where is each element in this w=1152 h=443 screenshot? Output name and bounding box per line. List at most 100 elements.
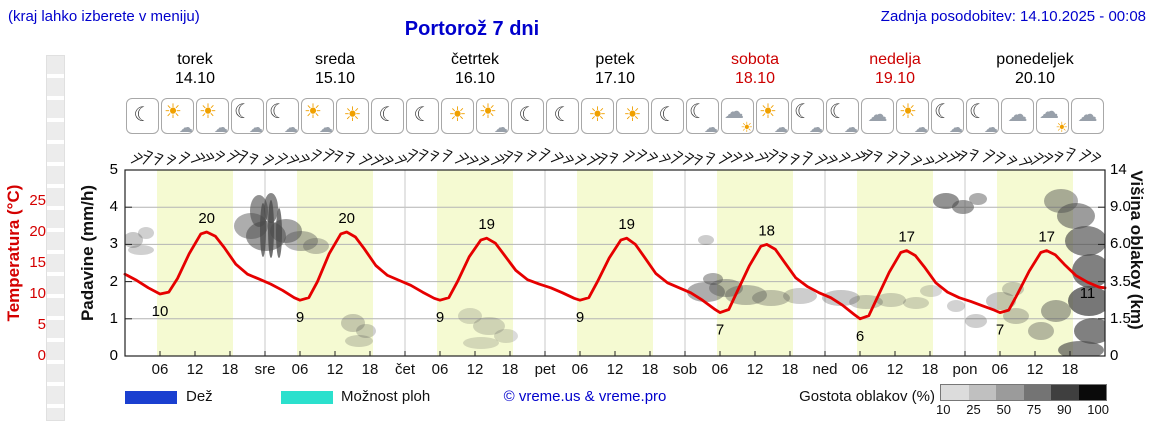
wind-barb (982, 149, 996, 163)
axis-tick: 25 (29, 192, 46, 209)
wind-barb (670, 150, 684, 164)
axis-tick: 0 (37, 347, 46, 364)
wind-barb (1018, 156, 1033, 166)
axis-tick: 9.0 (1110, 198, 1131, 216)
wind-barb (298, 153, 310, 163)
cloud-blob (473, 317, 505, 335)
wind-barb (778, 151, 788, 164)
sun-icon: ☀ (616, 98, 649, 134)
cloud-density-scale-ticks: 10 25 50 75 90 100 (936, 402, 1109, 417)
wind-barb (682, 152, 695, 165)
sun-cloud-icon: ☀ ☁ (476, 98, 509, 134)
day-boundary-tick: sob (672, 361, 698, 378)
cloud-blob (920, 285, 942, 297)
density-tick-label: 10 (936, 402, 951, 417)
wind-barb (262, 154, 275, 166)
wind-barb (1006, 155, 1018, 165)
wind-barb (430, 150, 440, 162)
wind-barb (346, 151, 355, 164)
density-tick-label: 50 (996, 402, 1011, 417)
axis-tick: 4 (109, 198, 118, 216)
cloud-blob (341, 314, 365, 332)
wind-barb (130, 152, 143, 164)
wind-barb (358, 153, 373, 165)
moon-glyph: ☾ (934, 101, 952, 123)
day-name: nedelja (869, 51, 921, 68)
moon-icon: ☾ (126, 98, 159, 134)
sun-cloud-icon: ☀ ☁ (756, 98, 789, 134)
copyright-link[interactable]: © vreme.us & vreme.pro (503, 388, 667, 405)
cloud-glyph: ☁ (494, 119, 508, 135)
x-axis-tick: 12 (1026, 361, 1044, 378)
x-axis-tick: 06 (151, 361, 169, 378)
day-name: četrtek (450, 51, 499, 68)
plot-frame (124, 169, 1106, 357)
moon-glyph: ☾ (969, 101, 987, 123)
wind-barb (142, 150, 154, 165)
day-date: 14.10 (174, 70, 216, 87)
wind-barb (873, 150, 883, 163)
cloud-glyph: ☁ (704, 119, 718, 135)
moon-glyph: ☾ (689, 101, 707, 123)
x-axis-tick: 18 (361, 361, 379, 378)
wind-barb (394, 154, 408, 165)
moon-glyph: ☾ (413, 104, 432, 126)
day-icon-group: ☾ ☁ ☁ ☀ ☀ ☁ ☾ ☁ (685, 98, 825, 134)
moon-cloud-icon: ☾ ☁ (931, 98, 964, 134)
cloud-blob (703, 273, 723, 285)
sun-icon: ☀ (441, 98, 474, 134)
x-axis-tick: 06 (291, 361, 309, 378)
cloud-blob (284, 231, 318, 251)
cloud-blob (276, 208, 282, 258)
day-boundary-tick: pon (952, 361, 978, 378)
curve-value-label: 6 (856, 328, 864, 345)
rain-legend-swatch (125, 391, 177, 404)
sun-glyph: ☀ (343, 104, 362, 126)
wind-barb (1090, 151, 1102, 163)
day-header: petek 17.10 (545, 50, 685, 88)
curve-value-label: 9 (296, 309, 304, 326)
x-axis-tick: 06 (431, 361, 449, 378)
wind-barb (754, 151, 769, 162)
curve-value-label: 7 (996, 322, 1004, 339)
day-date: 18.10 (734, 70, 776, 87)
cloud-glyph: ☁ (844, 119, 858, 135)
axis-tick: 14 (1110, 161, 1127, 178)
moon-cloud-icon: ☾ ☁ (791, 98, 824, 134)
wind-barb (706, 152, 716, 165)
cloud-glyph: ☁ (1007, 104, 1028, 126)
cloud-blob (128, 245, 154, 255)
wind-barb (634, 149, 648, 162)
cloud-blob (947, 300, 965, 312)
wind-barb (526, 149, 537, 162)
wind-barb (958, 150, 968, 162)
wind-barb (1030, 152, 1044, 166)
wind-barb (178, 151, 191, 165)
cloud-glyph: ☁ (284, 119, 298, 135)
day-icon-group: ☾ ☁ ☁ ☁ ☀ ☁ (965, 98, 1105, 134)
place-menu-strip[interactable] (46, 55, 65, 421)
moon-glyph: ☾ (553, 104, 572, 126)
curve-value-label: 20 (198, 210, 215, 227)
density-segment (941, 385, 969, 400)
wind-barb (550, 152, 564, 163)
axis-tick: 2 (109, 272, 118, 290)
cloud-blob (1074, 318, 1105, 344)
day-icon-group: ☾ ☁ ☁ ☀ ☁ ☾ ☁ (825, 98, 965, 134)
cloud-blob (1065, 226, 1105, 256)
axis-tick: 15 (29, 254, 46, 271)
wind-barb (694, 154, 703, 166)
x-axis-tick: 18 (501, 361, 519, 378)
day-boundary-tick: pet (534, 361, 556, 378)
moon-cloud-icon: ☾ ☁ (231, 98, 264, 134)
wind-barb (802, 151, 813, 166)
density-tick-label: 25 (966, 402, 981, 417)
moon-cloud-icon: ☾ ☁ (966, 98, 999, 134)
wind-barb (513, 150, 523, 163)
density-segment (968, 385, 996, 400)
moon-cloud-icon: ☾ ☁ (686, 98, 719, 134)
wind-barb (898, 150, 910, 165)
cloud-blob (1028, 322, 1054, 340)
wind-barb (490, 154, 505, 166)
